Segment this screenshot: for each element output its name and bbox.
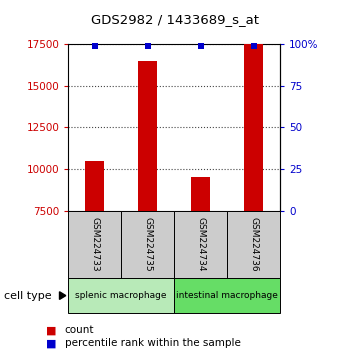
Bar <box>138 61 157 211</box>
Bar <box>191 177 210 211</box>
Text: splenic macrophage: splenic macrophage <box>76 291 167 300</box>
Text: GSM224734: GSM224734 <box>196 217 205 272</box>
Bar <box>244 44 263 211</box>
Text: GSM224735: GSM224735 <box>143 217 152 272</box>
Bar <box>85 161 104 211</box>
Text: intestinal macrophage: intestinal macrophage <box>176 291 278 300</box>
Text: count: count <box>65 325 94 335</box>
Polygon shape <box>60 292 66 299</box>
Text: GSM224736: GSM224736 <box>249 217 258 272</box>
Text: ■: ■ <box>46 338 56 348</box>
Text: percentile rank within the sample: percentile rank within the sample <box>65 338 241 348</box>
Text: GDS2982 / 1433689_s_at: GDS2982 / 1433689_s_at <box>91 13 259 26</box>
Text: cell type: cell type <box>4 291 51 301</box>
Text: ■: ■ <box>46 325 56 335</box>
Text: GSM224733: GSM224733 <box>90 217 99 272</box>
